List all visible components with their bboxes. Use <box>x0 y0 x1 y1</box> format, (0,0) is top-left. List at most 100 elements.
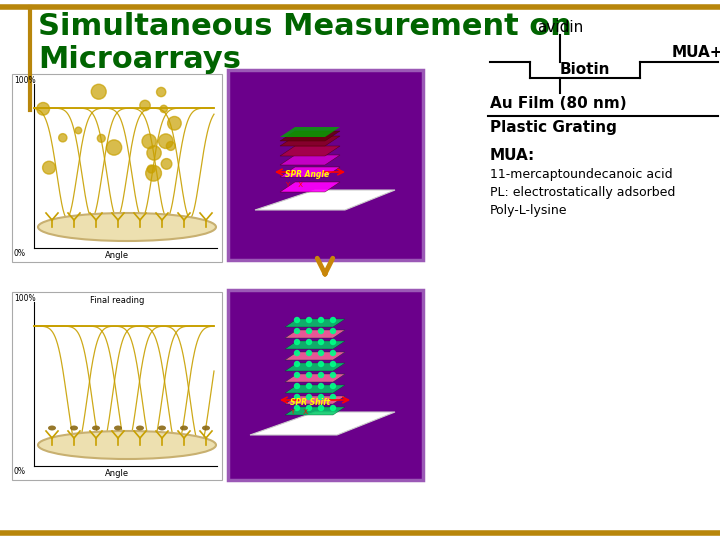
Circle shape <box>307 318 312 322</box>
Circle shape <box>37 103 50 115</box>
Circle shape <box>330 406 336 410</box>
Bar <box>228 290 423 480</box>
Polygon shape <box>280 131 340 141</box>
Circle shape <box>75 127 81 134</box>
Circle shape <box>307 406 312 410</box>
Polygon shape <box>285 341 345 349</box>
Circle shape <box>330 350 336 355</box>
Ellipse shape <box>180 426 188 430</box>
Polygon shape <box>285 385 345 393</box>
Ellipse shape <box>70 426 78 430</box>
Circle shape <box>330 361 336 367</box>
Circle shape <box>307 361 312 367</box>
Circle shape <box>307 350 312 355</box>
Polygon shape <box>280 167 340 177</box>
Circle shape <box>330 318 336 322</box>
Text: Y    X: Y X <box>285 182 303 188</box>
Circle shape <box>294 340 300 345</box>
Circle shape <box>168 117 181 130</box>
Circle shape <box>160 105 168 112</box>
Polygon shape <box>255 190 395 210</box>
Circle shape <box>294 361 300 367</box>
Ellipse shape <box>158 426 166 430</box>
Ellipse shape <box>38 213 216 241</box>
Circle shape <box>294 406 300 410</box>
Ellipse shape <box>114 426 122 430</box>
Bar <box>12 292 222 480</box>
Ellipse shape <box>38 431 216 459</box>
Circle shape <box>318 350 323 355</box>
Text: Angle: Angle <box>105 469 129 478</box>
Circle shape <box>156 87 166 97</box>
Circle shape <box>330 373 336 377</box>
Circle shape <box>330 340 336 345</box>
Text: SPR Shift: SPR Shift <box>290 398 330 407</box>
Circle shape <box>97 134 105 142</box>
Circle shape <box>307 395 312 400</box>
Polygon shape <box>280 127 340 137</box>
Circle shape <box>307 373 312 377</box>
Circle shape <box>42 161 55 174</box>
Polygon shape <box>285 407 345 415</box>
Circle shape <box>294 395 300 400</box>
Circle shape <box>58 133 67 142</box>
Polygon shape <box>285 330 345 338</box>
Text: avidin: avidin <box>537 20 583 35</box>
Circle shape <box>318 383 323 388</box>
Circle shape <box>318 395 323 400</box>
Bar <box>12 74 222 262</box>
Text: 100%: 100% <box>14 294 35 303</box>
Circle shape <box>318 361 323 367</box>
Circle shape <box>147 146 161 160</box>
Ellipse shape <box>92 426 100 430</box>
Text: 100%: 100% <box>14 76 35 85</box>
Text: Angle: Angle <box>105 251 129 260</box>
Polygon shape <box>285 374 345 382</box>
Circle shape <box>140 100 150 111</box>
Circle shape <box>318 340 323 345</box>
Text: Y    X: Y X <box>290 409 308 415</box>
Text: MUA+PL: MUA+PL <box>672 45 720 60</box>
Circle shape <box>330 328 336 334</box>
Circle shape <box>147 165 156 173</box>
Polygon shape <box>285 352 345 360</box>
Ellipse shape <box>136 426 144 430</box>
Text: Simultaneous Measurement on: Simultaneous Measurement on <box>38 12 572 41</box>
Text: 0%: 0% <box>14 249 26 258</box>
Circle shape <box>307 328 312 334</box>
Text: Biotin: Biotin <box>559 62 611 77</box>
Polygon shape <box>285 363 345 371</box>
Text: Au Film (80 nm): Au Film (80 nm) <box>490 96 626 111</box>
Text: PL: electrostatically adsorbed: PL: electrostatically adsorbed <box>490 186 675 199</box>
Circle shape <box>166 141 175 151</box>
Circle shape <box>294 373 300 377</box>
Circle shape <box>318 373 323 377</box>
Circle shape <box>145 165 161 181</box>
Ellipse shape <box>202 426 210 430</box>
Circle shape <box>318 328 323 334</box>
Polygon shape <box>280 136 340 146</box>
Ellipse shape <box>48 426 56 430</box>
Circle shape <box>161 159 172 169</box>
Text: Microarrays: Microarrays <box>38 45 241 74</box>
Polygon shape <box>280 182 340 192</box>
Circle shape <box>294 383 300 388</box>
Text: Plastic Grating: Plastic Grating <box>490 120 617 135</box>
Text: MUA:: MUA: <box>490 148 535 163</box>
Circle shape <box>330 395 336 400</box>
Polygon shape <box>280 155 340 165</box>
Text: Poly-L-lysine: Poly-L-lysine <box>490 204 567 217</box>
Bar <box>228 70 423 260</box>
Polygon shape <box>280 146 340 156</box>
Text: SPR Angle: SPR Angle <box>285 170 329 179</box>
Text: Final reading: Final reading <box>90 296 144 305</box>
Circle shape <box>330 383 336 388</box>
Circle shape <box>142 134 156 148</box>
Circle shape <box>158 134 173 148</box>
Circle shape <box>307 383 312 388</box>
Text: 0%: 0% <box>14 467 26 476</box>
Circle shape <box>107 140 122 155</box>
Polygon shape <box>250 412 395 435</box>
Polygon shape <box>285 396 345 404</box>
Circle shape <box>318 406 323 410</box>
